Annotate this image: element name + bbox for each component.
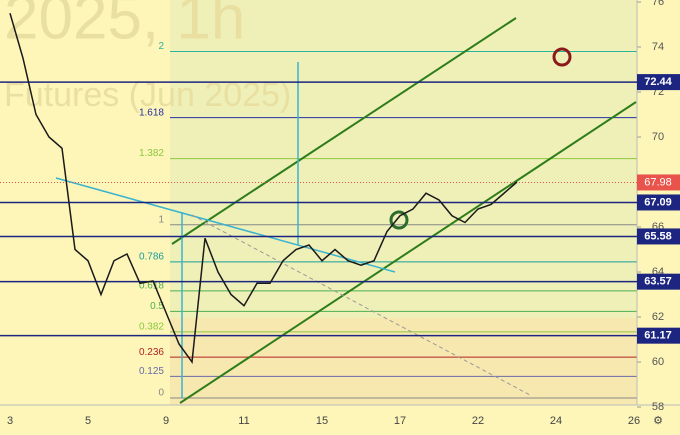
last-price-box [637, 174, 680, 191]
x-tick-label: 5 [85, 415, 91, 427]
y-tick-label: 58 [652, 401, 664, 413]
trend-line [191, 214, 531, 396]
fib-label: 0.5 [150, 301, 164, 312]
level-box [637, 327, 680, 344]
level-label: 63.57 [644, 276, 672, 288]
fib-label: 0.382 [139, 321, 164, 332]
level-box [637, 228, 680, 245]
x-tick-label: 17 [394, 415, 406, 427]
fib-zone-low [170, 318, 637, 405]
x-tick-label: 26 [628, 415, 640, 427]
watermark: 2025, 1h [4, 0, 245, 52]
fib-label: 0.125 [139, 366, 164, 377]
level-label: 72.44 [644, 76, 672, 88]
level-box [637, 273, 680, 290]
y-tick-label: 60 [652, 356, 664, 368]
settings-icon[interactable]: ⚙ [653, 415, 663, 427]
y-tick-label: 74 [652, 41, 664, 53]
fib-label: 1.382 [139, 148, 164, 159]
x-tick-label: 24 [550, 415, 562, 427]
x-tick-label: 22 [472, 415, 484, 427]
y-tick-label: 76 [652, 0, 664, 8]
x-tick-label: 9 [163, 415, 169, 427]
level-box [637, 194, 680, 211]
y-tick-label: 70 [652, 131, 664, 143]
price-line [9, 13, 518, 365]
marker-circle [389, 210, 409, 230]
fib-label: 1 [158, 214, 164, 225]
fib-label: 1.618 [139, 107, 164, 118]
y-tick-label: 62 [652, 311, 664, 323]
level-box [637, 74, 680, 91]
level-label: 65.58 [644, 230, 672, 242]
x-tick-label: 11 [238, 415, 249, 427]
fib-label: 2 [158, 41, 164, 52]
channel-line [171, 17, 517, 245]
level-label: 67.09 [644, 196, 672, 208]
x-tick-label: 15 [316, 415, 328, 427]
level-label: 61.17 [644, 330, 672, 342]
fib-label: 0 [158, 388, 164, 399]
fib-label: 0.236 [139, 347, 164, 358]
fib-label: 0.786 [139, 251, 164, 262]
channel-line [179, 101, 637, 404]
trend-line [55, 177, 396, 273]
x-tick-label: 3 [7, 415, 13, 427]
marker-circle [552, 47, 572, 67]
fib-label: 0.618 [139, 281, 164, 292]
last-price-label: 67.98 [644, 176, 672, 188]
